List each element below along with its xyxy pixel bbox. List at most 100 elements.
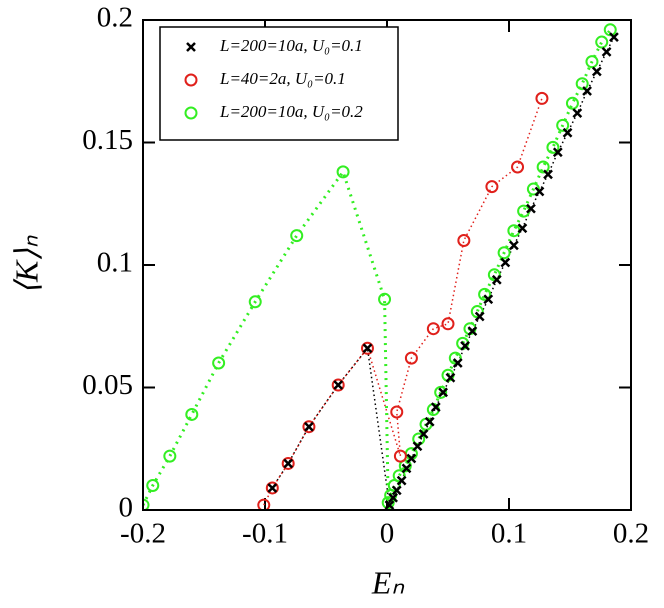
point xyxy=(478,287,492,301)
point xyxy=(562,127,573,138)
y-tick-label: 0 xyxy=(119,492,134,524)
point xyxy=(418,429,429,439)
point xyxy=(497,246,511,260)
point xyxy=(543,169,553,180)
point xyxy=(452,358,463,368)
point xyxy=(302,420,316,434)
point xyxy=(404,351,418,365)
point xyxy=(591,66,602,77)
point xyxy=(333,380,344,390)
point xyxy=(441,317,455,331)
point xyxy=(556,118,570,132)
point xyxy=(546,140,560,154)
point xyxy=(290,229,304,243)
point xyxy=(470,305,484,319)
point xyxy=(212,356,226,370)
point xyxy=(391,485,402,496)
point xyxy=(362,343,373,354)
point xyxy=(392,469,406,483)
point xyxy=(384,500,395,510)
plot-frame xyxy=(142,19,632,511)
point xyxy=(336,165,350,179)
point xyxy=(387,479,401,492)
point xyxy=(507,224,521,238)
x-tick-label: -0.2 xyxy=(120,518,166,550)
point xyxy=(406,453,417,464)
point xyxy=(575,77,589,91)
point xyxy=(163,449,177,463)
point xyxy=(360,341,374,355)
point xyxy=(595,35,609,49)
point xyxy=(601,46,612,57)
series-line xyxy=(143,28,612,506)
point xyxy=(401,463,412,474)
legend-marker xyxy=(184,73,198,87)
legend-label: L=200=10a, U₀=0.2 xyxy=(219,102,363,121)
point xyxy=(445,372,456,383)
point xyxy=(585,55,599,69)
point xyxy=(572,108,583,118)
y-tick-label: 0.1 xyxy=(97,247,133,279)
y-axis-label: ⟨K⟩ₙ xyxy=(8,234,44,294)
point xyxy=(517,223,528,234)
point xyxy=(412,441,423,452)
point xyxy=(281,456,295,470)
point xyxy=(396,475,407,486)
x-tick-label: 0.2 xyxy=(613,518,649,550)
point xyxy=(526,203,536,214)
point xyxy=(398,459,412,473)
legend-box xyxy=(159,26,399,141)
point xyxy=(390,405,404,419)
x-tick-label: 0 xyxy=(380,518,395,550)
series-line xyxy=(263,98,543,506)
legend-marker xyxy=(184,106,198,120)
y-tick-label: 0.15 xyxy=(82,124,133,156)
point xyxy=(430,402,441,412)
y-tick-label: 0.05 xyxy=(82,369,133,401)
point xyxy=(426,322,440,336)
point xyxy=(424,416,435,427)
plot-area xyxy=(143,23,619,510)
x-axis-label: Eₙ xyxy=(371,564,406,600)
point xyxy=(536,160,550,174)
point xyxy=(508,240,519,251)
point xyxy=(552,147,563,158)
point xyxy=(434,385,448,399)
point xyxy=(487,268,501,282)
point xyxy=(460,340,470,351)
point xyxy=(603,23,617,37)
point xyxy=(143,498,150,510)
point xyxy=(467,326,478,337)
point xyxy=(582,86,592,96)
point xyxy=(483,294,494,305)
x-tick-label: 0.1 xyxy=(491,518,527,550)
point xyxy=(393,449,407,463)
point xyxy=(474,311,485,322)
point xyxy=(500,257,511,268)
point xyxy=(535,91,549,105)
legend-marker xyxy=(186,42,196,52)
point xyxy=(283,458,294,469)
point xyxy=(491,274,502,285)
point xyxy=(146,479,160,492)
point xyxy=(526,182,540,196)
point xyxy=(457,234,471,247)
point xyxy=(304,421,314,432)
x-tick-label: -0.1 xyxy=(242,518,288,550)
point xyxy=(331,378,345,392)
point xyxy=(257,498,271,510)
y-tick-label: 0.2 xyxy=(97,2,133,34)
point xyxy=(381,496,395,510)
point xyxy=(388,492,398,503)
point xyxy=(448,351,462,365)
point xyxy=(609,32,619,43)
point xyxy=(248,295,262,309)
point xyxy=(565,96,579,110)
point xyxy=(485,180,499,194)
legend-label: L=200=10a, U₀=0.1 xyxy=(219,36,363,55)
point xyxy=(511,160,525,174)
legend-label: L=40=2a, U₀=0.1 xyxy=(219,69,346,88)
point xyxy=(534,186,545,197)
